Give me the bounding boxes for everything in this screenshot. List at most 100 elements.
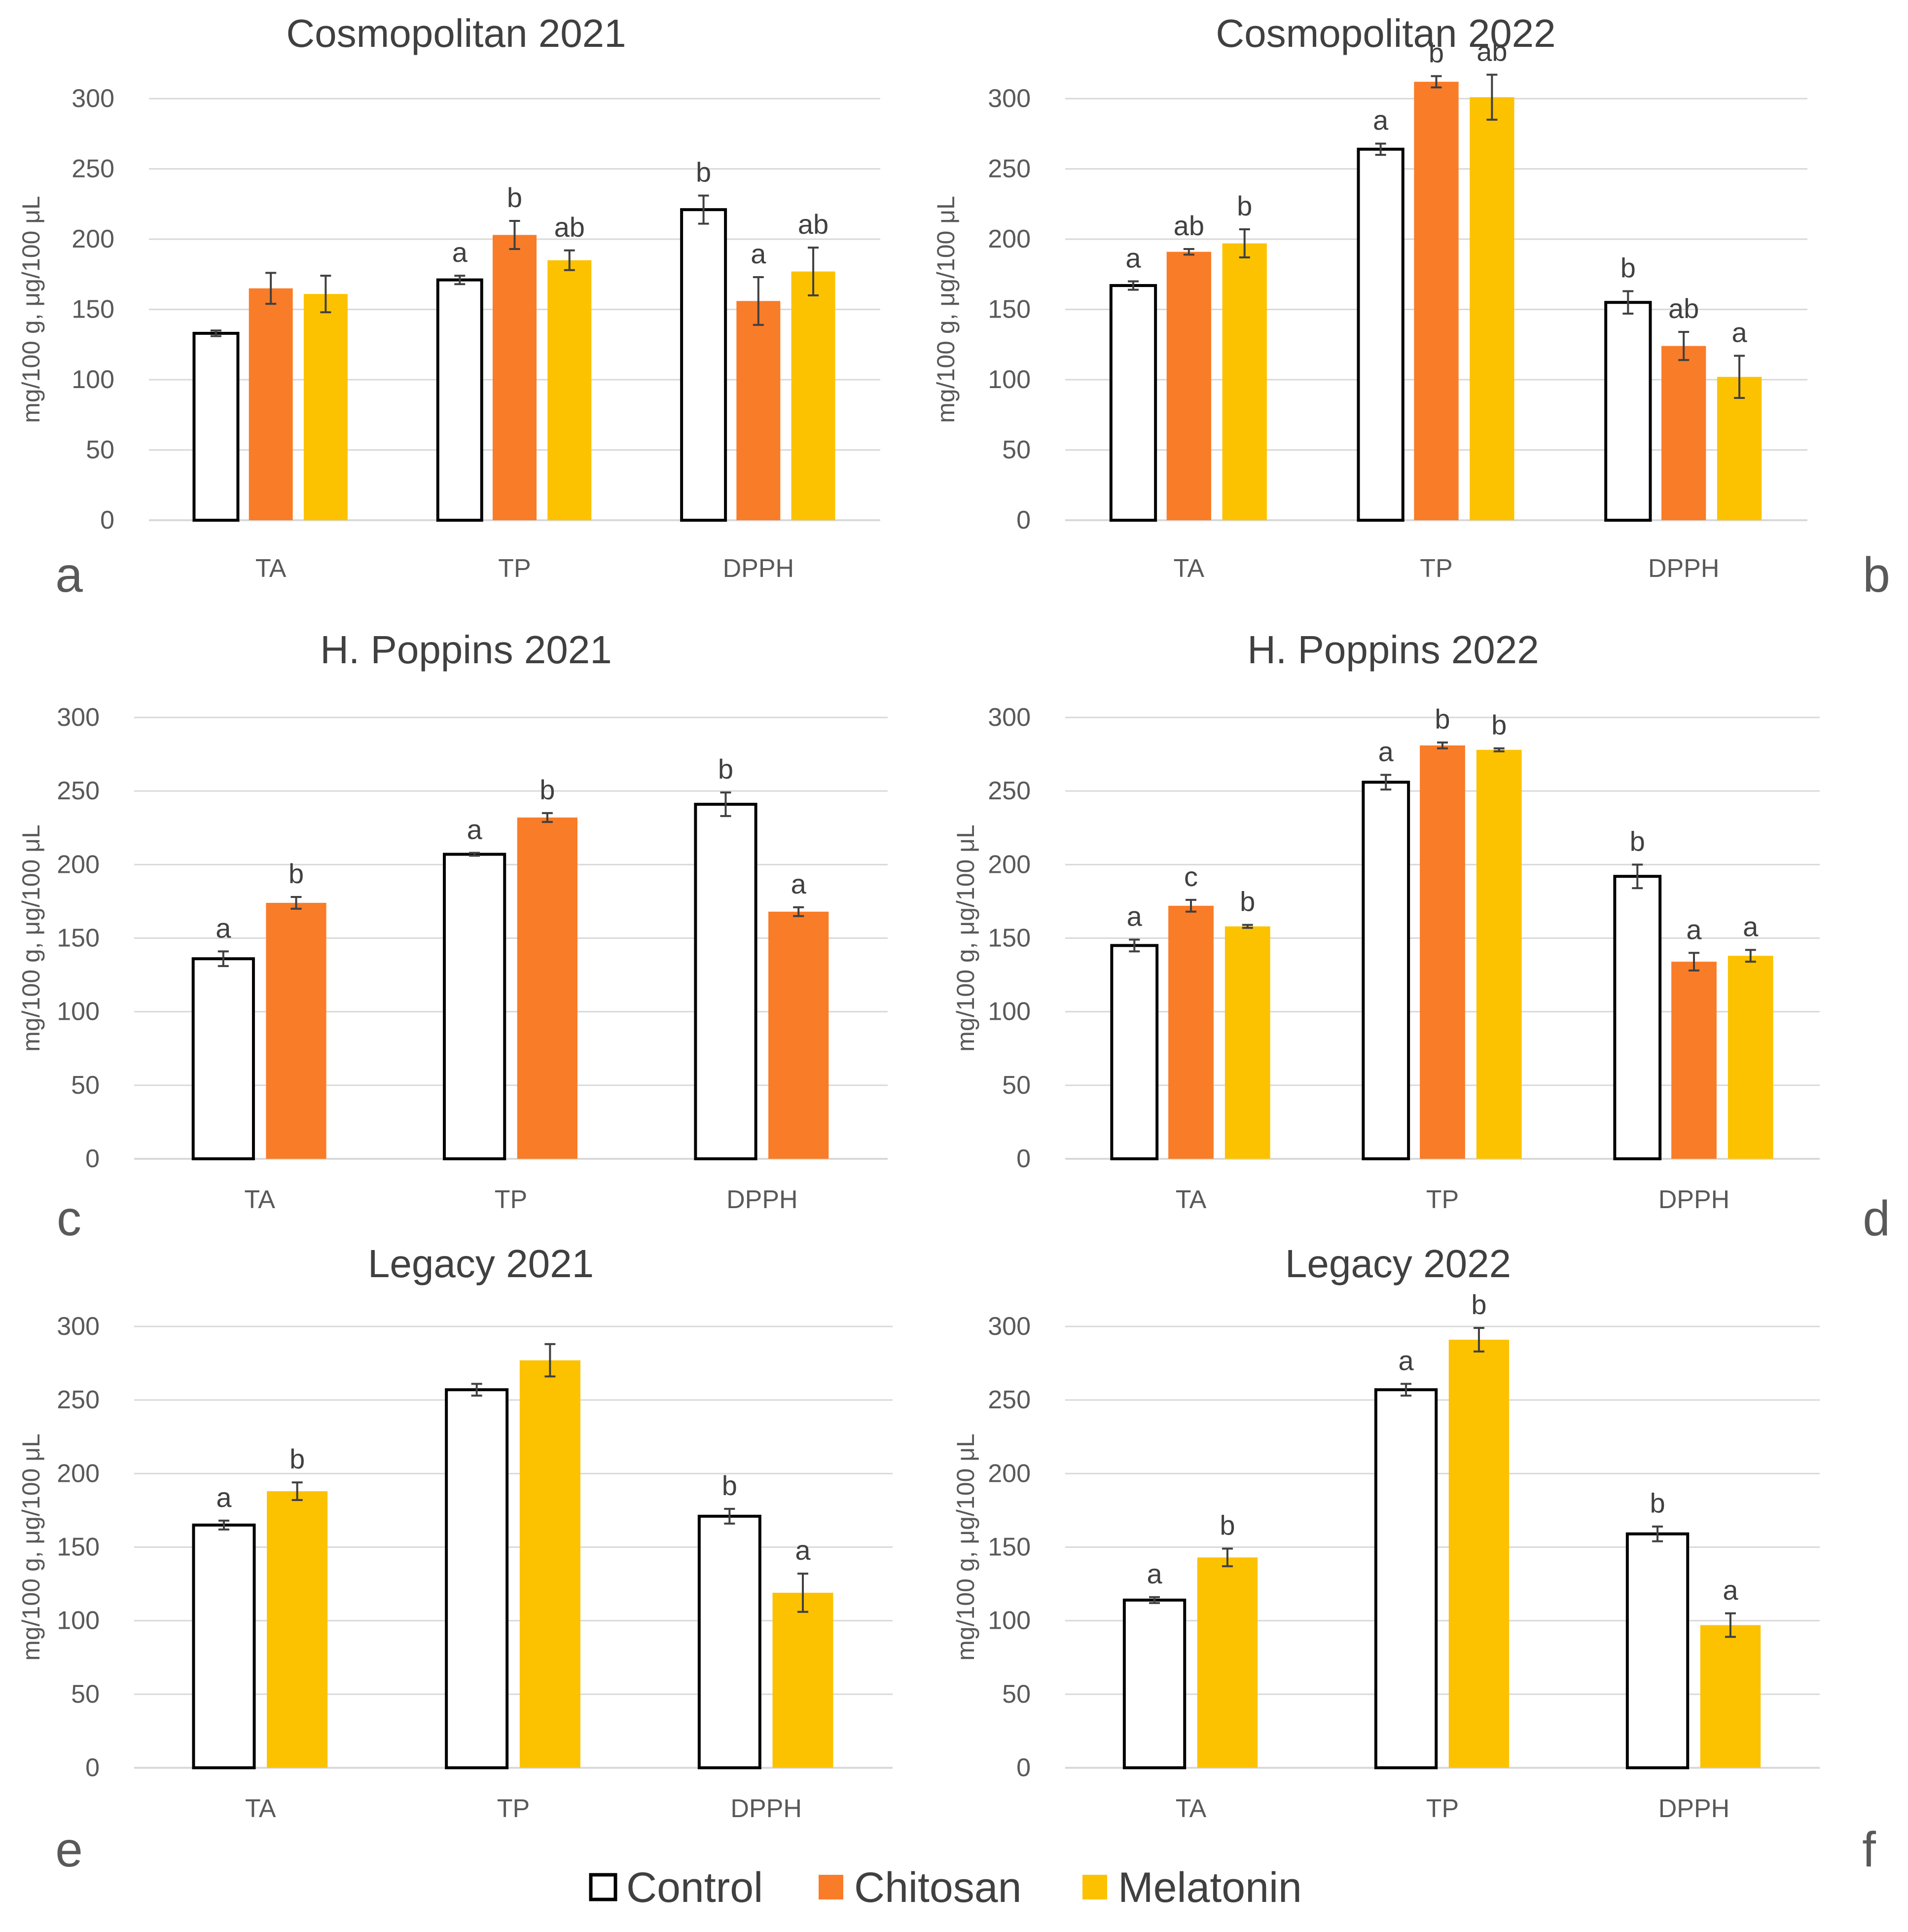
significance-letter: a [1378,736,1394,767]
y-tick-label: 50 [1002,1680,1031,1709]
bar-melatonin [1448,1339,1510,1768]
y-tick-label: 300 [988,1312,1031,1341]
x-tick-label: DPPH [1658,1794,1729,1823]
bar-melatonin [1700,1625,1761,1768]
y-tick-label: 250 [72,155,114,183]
bar-control [1109,284,1157,522]
y-tick-label: 100 [988,998,1031,1026]
x-tick-label: TP [1426,1794,1459,1823]
y-tick-label: 150 [988,295,1031,324]
legend-swatch-control [589,1873,617,1901]
y-tick-label: 250 [57,1386,100,1414]
y-tick-label: 100 [57,1607,100,1635]
y-tick-label: 0 [1016,1753,1031,1782]
significance-letter: b [1491,710,1507,741]
y-axis-label: mg/100 g, μg/100 μL [952,1433,979,1661]
significance-letter: a [467,814,483,845]
bar-melatonin [1222,243,1267,520]
y-tick-label: 0 [100,506,114,535]
significance-letter: c [1184,861,1198,892]
chart-title: H. Poppins 2021 [320,628,612,672]
x-tick-label: DPPH [723,554,794,583]
significance-letter: ab [798,209,828,240]
y-tick-label: 150 [988,924,1031,953]
significance-letter: b [289,1443,305,1474]
y-tick-label: 300 [988,703,1031,732]
chart-title: Cosmopolitan 2022 [1216,11,1555,55]
significance-letter: a [216,912,231,943]
y-axis-label: mg/100 g, μg/100 μL [17,196,45,423]
bar-chitosan [736,301,781,520]
panel-letter: a [55,547,83,603]
bar-control [192,331,240,522]
significance-letter: b [1620,252,1636,283]
x-tick-label: TA [1174,554,1205,583]
x-tick-label: TP [1426,1185,1459,1214]
bar-chitosan [1166,251,1211,520]
bar-chitosan [768,911,829,1159]
legend-swatch-melatonin [1082,1875,1107,1899]
significance-letter: b [1429,37,1444,68]
significance-letter: a [1743,911,1759,942]
y-tick-label: 150 [57,924,100,953]
y-tick-label: 300 [57,703,100,732]
bar-chitosan [266,902,326,1159]
y-axis-label: mg/100 g, μg/100 μL [952,824,979,1052]
significance-letter: b [1471,1289,1486,1320]
panel-letter: d [1863,1191,1890,1246]
x-tick-label: DPPH [1648,554,1719,583]
legend-swatch-chitosan [819,1875,843,1899]
x-tick-label: DPPH [726,1185,797,1214]
x-tick-label: TA [255,554,287,583]
bar-control [443,853,506,1160]
bar-control [1625,1532,1690,1769]
bar-melatonin [519,1360,580,1768]
bar-melatonin [1476,750,1522,1159]
bar-control [694,803,757,1161]
chart-panel-c: H. Poppins 2021 0 50 100 150 200 250 300 mg/100 … [17,628,888,1246]
significance-letter: b [1650,1488,1665,1519]
bar-melatonin [1224,926,1270,1159]
y-tick-label: 150 [988,1533,1031,1562]
bar-chitosan [1661,346,1706,520]
bar-melatonin [1197,1557,1258,1768]
bar-control [697,1514,761,1770]
chart-title: Legacy 2022 [1285,1242,1511,1286]
y-tick-label: 100 [57,998,100,1026]
x-tick-label: TA [244,1185,275,1214]
significance-letter: b [1630,825,1645,857]
significance-letter: a [1398,1345,1414,1376]
significance-letter: a [1731,317,1747,348]
significance-letter: b [722,1470,737,1501]
chart-panel-f: Legacy 2022 0 50 100 150 200 250 300 mg/100 g, μ… [952,1242,1876,1877]
y-tick-label: 250 [988,1386,1031,1414]
y-axis-label: mg/100 g, μg/100 μL [17,1433,45,1661]
y-axis-label: mg/100 g, μg/100 μL [17,824,45,1052]
legend-label-control: Control [626,1864,763,1911]
y-tick-label: 150 [72,295,114,324]
y-tick-label: 50 [71,1680,100,1709]
y-axis-label: mg/100 g, μg/100 μL [932,196,960,423]
x-tick-label: TP [1420,554,1452,583]
significance-letter: b [1220,1509,1235,1540]
x-tick-label: DPPH [730,1794,801,1823]
x-tick-label: TP [495,1185,527,1214]
y-tick-label: 50 [1002,1071,1031,1100]
y-tick-label: 100 [988,1607,1031,1635]
y-tick-label: 200 [988,225,1031,253]
y-tick-label: 200 [988,1459,1031,1488]
legend-label-melatonin: Melatonin [1118,1864,1302,1911]
chart-title: Cosmopolitan 2021 [286,11,626,55]
significance-letter: ab [1174,210,1204,241]
bar-control [680,208,727,522]
bar-control [192,1523,256,1769]
bar-melatonin [772,1592,833,1768]
y-tick-label: 200 [72,225,114,253]
bar-control [1122,1598,1187,1769]
bar-chitosan [1671,962,1717,1159]
chart-panel-b: Cosmopolitan 2022 0 50 100 150 200 250 300 mg/10… [932,11,1890,603]
y-tick-label: 0 [1016,1145,1031,1173]
y-tick-label: 100 [988,365,1031,394]
bar-melatonin [1717,377,1762,520]
